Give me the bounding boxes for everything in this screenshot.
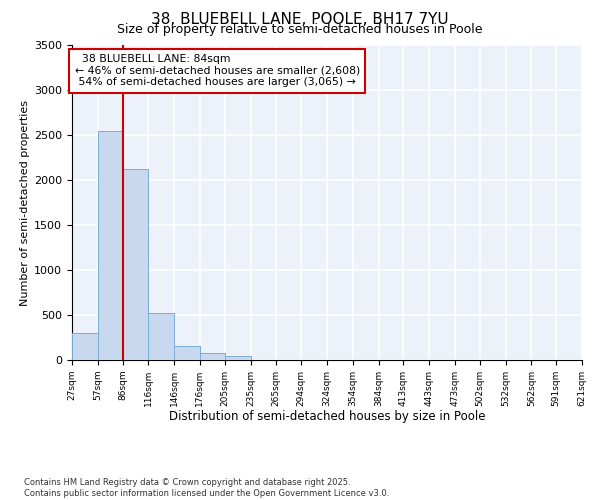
Bar [122,169,148,360]
Text: Contains HM Land Registry data © Crown copyright and database right 2025.
Contai: Contains HM Land Registry data © Crown c… [24,478,389,498]
X-axis label: Distribution of semi-detached houses by size in Poole: Distribution of semi-detached houses by … [169,410,485,424]
Y-axis label: Number of semi-detached properties: Number of semi-detached properties [20,100,30,306]
Text: 38 BLUEBELL LANE: 84sqm
← 46% of semi-detached houses are smaller (2,608)
 54% o: 38 BLUEBELL LANE: 84sqm ← 46% of semi-de… [74,54,360,87]
Bar [174,346,200,360]
Text: 38, BLUEBELL LANE, POOLE, BH17 7YU: 38, BLUEBELL LANE, POOLE, BH17 7YU [151,12,449,28]
Bar [225,356,251,360]
Text: Size of property relative to semi-detached houses in Poole: Size of property relative to semi-detach… [117,22,483,36]
Bar [72,334,98,360]
Bar [200,353,225,360]
Bar [148,313,174,360]
Bar [98,132,122,360]
